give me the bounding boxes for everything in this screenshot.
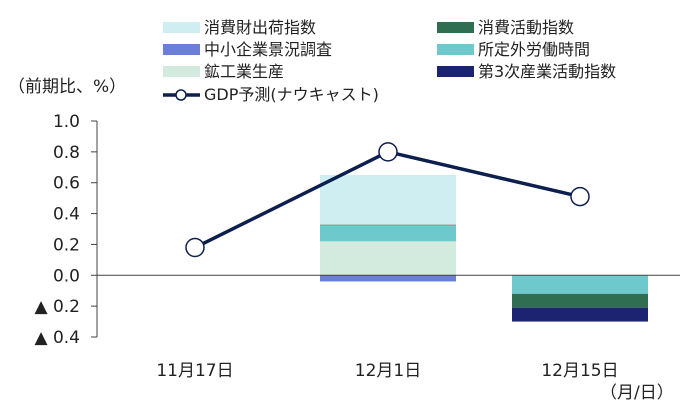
bar-segment bbox=[512, 307, 648, 322]
y-unit-label: （前期比、%） bbox=[8, 77, 126, 97]
legend-item: 消費財出荷指数 bbox=[163, 18, 316, 37]
legend-item: GDP予測(ナウキャスト) bbox=[163, 85, 379, 104]
legend-item: 消費活動指数 bbox=[437, 18, 574, 37]
y-tick-label: ▲ 0.2 bbox=[34, 297, 80, 317]
y-tick-label: 0.2 bbox=[53, 235, 80, 255]
y-tick-label: 0.6 bbox=[53, 174, 80, 194]
legend-item: 中小企業景況調査 bbox=[163, 40, 332, 59]
legend-label: 中小企業景況調査 bbox=[204, 40, 332, 59]
legend-item: 第3次産業活動指数 bbox=[437, 62, 616, 81]
legend-label: 消費活動指数 bbox=[478, 18, 574, 37]
x-category-label: 12月15日 bbox=[541, 361, 618, 381]
legend-swatch bbox=[437, 66, 474, 77]
bar-segment bbox=[512, 293, 648, 308]
legend-swatch bbox=[163, 66, 200, 77]
bar-segment bbox=[320, 241, 456, 276]
bar-segment bbox=[320, 175, 456, 226]
bar-segment bbox=[320, 225, 456, 242]
legend-label: 第3次産業活動指数 bbox=[478, 62, 616, 81]
x-category-label: 11月17日 bbox=[156, 361, 233, 381]
y-tick-label: 0.8 bbox=[53, 143, 80, 163]
gdp-line bbox=[185, 142, 590, 258]
bar-segment bbox=[320, 275, 456, 282]
legend-swatch bbox=[437, 22, 474, 33]
bars bbox=[320, 175, 648, 322]
x-category-label: 12月1日 bbox=[355, 361, 421, 381]
x-unit-label: （月/日） bbox=[600, 383, 674, 403]
y-axis: 1.0 0.8 0.6 0.4 0.2 0.0 ▲ 0.2 ▲ 0.4 bbox=[34, 112, 98, 348]
legend-item: 所定外労働時間 bbox=[437, 40, 590, 59]
legend-label: GDP予測(ナウキャスト) bbox=[204, 85, 379, 104]
gdp-point bbox=[185, 237, 205, 258]
bar-segment bbox=[512, 275, 648, 294]
legend-label: 所定外労働時間 bbox=[478, 40, 590, 59]
gdp-point bbox=[378, 142, 398, 162]
y-tick-label: 0.4 bbox=[53, 205, 80, 225]
gdp-point bbox=[570, 186, 590, 207]
legend-label: 鉱工業生産 bbox=[204, 62, 284, 81]
legend-marker bbox=[175, 89, 187, 101]
legend-label: 消費財出荷指数 bbox=[204, 18, 316, 37]
x-axis: 11月17日 12月1日 12月15日 bbox=[97, 274, 680, 381]
y-tick-label: ▲ 0.4 bbox=[34, 328, 80, 348]
legend-swatch bbox=[163, 44, 200, 55]
y-tick-label: 0.0 bbox=[53, 266, 80, 286]
legend-swatch bbox=[163, 22, 200, 33]
legend-item: 鉱工業生産 bbox=[163, 62, 284, 81]
legend-swatch bbox=[437, 44, 474, 55]
y-tick-label: 1.0 bbox=[53, 112, 80, 132]
